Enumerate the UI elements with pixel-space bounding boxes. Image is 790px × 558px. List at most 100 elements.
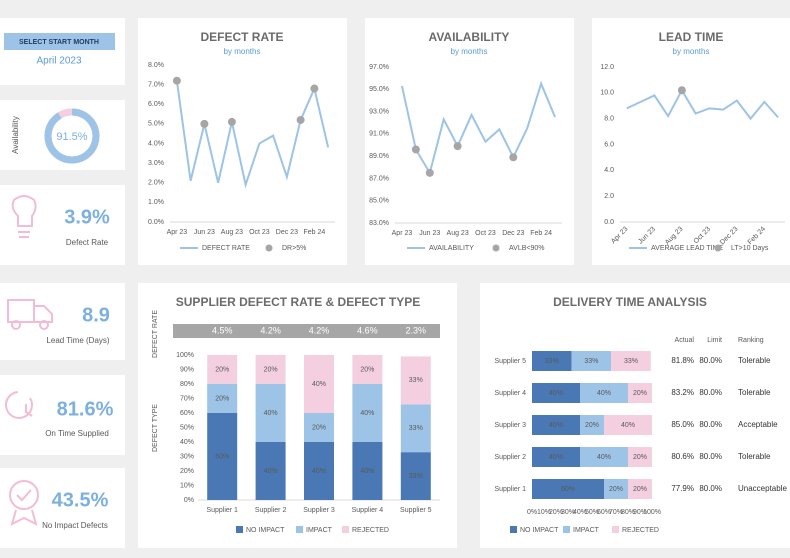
y-tick-label: 0% [184,497,194,504]
defect-rate-label: 4.2% [309,325,330,335]
table-cell: 80.0% [699,420,722,429]
defect-rate-label: 2.3% [406,325,427,335]
legend-label: REJECTED [352,527,389,534]
y-tick-label: 12.0 [600,64,614,71]
y-tick-label: 87.0% [369,175,389,182]
y-tick-label: 5.0% [148,121,164,128]
kpi-value: 3.9% [64,206,110,228]
month-selector[interactable] [4,33,115,50]
bar-segment [532,351,572,371]
table-cell: 77.9% [671,484,694,493]
bar-segment [304,442,334,500]
bar-segment [255,442,286,500]
bar-segment [207,413,238,500]
chart-title: DELIVERY TIME ANALYSIS [553,295,707,309]
table-cell: Tolerable [738,356,771,365]
bar-segment [532,415,580,435]
donut-arc [44,108,100,164]
x-tick-label: 60% [597,509,611,516]
table-cell: 83.2% [671,388,694,397]
y-tick-label: 10% [180,482,194,489]
value-label: 20% [312,424,326,431]
x-tick-label: 40% [573,509,587,516]
bar-segment [255,355,286,384]
selector-label[interactable]: SELECT START MONTH [19,39,99,46]
marker [453,142,462,151]
y-tick-label: 3.0% [148,160,164,167]
value-label: 20% [585,422,599,429]
legend-label: AVERAGE LEAD TIME [651,245,723,252]
y-tick-label: 30% [180,453,194,460]
y-tick-label: 40% [180,439,194,446]
y-tick-label: 8.0% [148,62,164,69]
value-label: 40% [621,422,635,429]
legend-swatch [714,244,722,252]
x-tick-label: Apr 23 [167,229,188,236]
value-label: 40% [549,422,563,429]
bar-segment [304,355,334,413]
x-tick-label: Supplier 4 [352,507,384,514]
y-tick-label: 89.0% [369,153,389,160]
x-tick-label: Feb 24 [530,230,552,237]
table-header: Actual [675,337,695,344]
icon [10,489,38,526]
value-label: 33% [545,358,559,365]
line [175,80,330,189]
chart-title: LEAD TIME [659,30,724,44]
value-label: 20% [609,486,623,493]
table-cell: 80.6% [671,452,694,461]
x-tick-label: Oct 23 [249,229,270,236]
x-tick-label: 80% [621,509,635,516]
table-header: Ranking [738,337,764,344]
x-tick-label: 90% [633,509,647,516]
y-tick-label: 0.0% [148,219,164,226]
value-label: 33% [409,377,423,384]
icon [11,195,37,238]
y-tick-label: 91.0% [369,131,389,138]
y-tick-label: 83.0% [369,220,389,227]
kpi-label: Availability [11,116,20,154]
bar-segment [400,356,431,405]
y-tick-label: 4.0% [148,140,164,147]
value-label: 20% [360,366,374,373]
bar-segment [352,355,383,384]
value-label: 40% [312,381,326,388]
value-label: 40% [264,410,278,417]
bar-segment [571,351,612,371]
x-tick-label: 50% [585,509,599,516]
value-label: 40% [597,390,611,397]
y-tick-label: 95.0% [369,86,389,93]
legend-label: IMPACT [306,527,333,534]
x-tick-label: Jun 23 [194,229,215,236]
legend-label: NO IMPACT [246,527,285,534]
legend-swatch [563,526,570,533]
bar-segment [352,442,383,500]
value-label: 40% [549,454,563,461]
bar-segment [255,384,286,442]
x-tick-label: Aug 23 [447,230,469,237]
legend-label: AVAILABILITY [429,245,474,252]
bar-segment [611,351,651,371]
x-tick-label: 0% [527,509,537,516]
icon [11,320,21,330]
kpi-value: 8.9 [82,304,110,326]
bar-segment [532,383,580,403]
bar-segment [580,447,628,467]
table-cell: Acceptable [738,420,778,429]
y-tick-label: 90% [180,366,194,373]
chart-title: DEFECT RATE [200,30,283,44]
y-tick-label: 6.0% [148,101,164,108]
x-tick-label: Dec 23 [276,229,298,236]
y-tick-label: 100% [176,352,194,359]
y-tick-label: 50% [180,424,194,431]
marker [227,117,236,126]
card [138,18,347,265]
bar-segment [604,415,652,435]
card [0,18,125,85]
chart-subtitle: by months [673,47,710,56]
legend-label: DEFECT RATE [202,245,250,252]
value-label: 33% [409,473,423,480]
defect-rate-label: 4.2% [260,325,281,335]
value-label: 20% [633,486,647,493]
